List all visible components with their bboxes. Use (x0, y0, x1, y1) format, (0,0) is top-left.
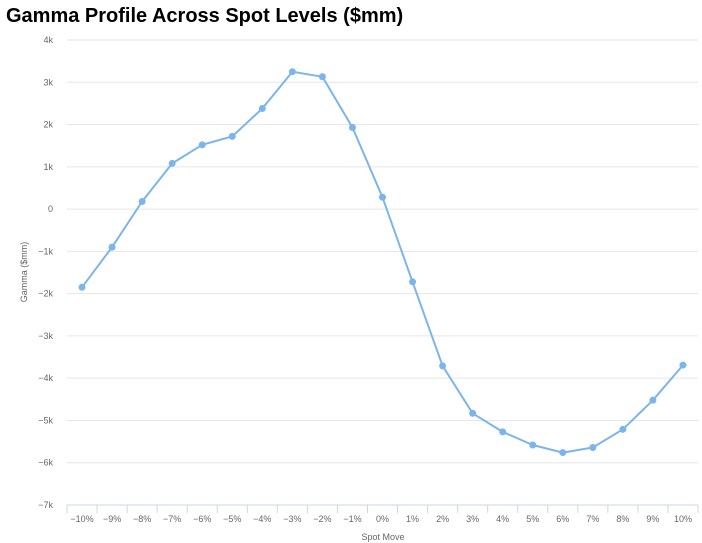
series-gamma (78, 68, 687, 457)
x-axis (66, 504, 699, 513)
x-tick-label: 2% (436, 514, 449, 524)
y-axis-title: Gamma ($mm) (19, 242, 29, 303)
x-tick-label: −5% (223, 514, 241, 524)
data-point (439, 362, 447, 370)
data-point (198, 141, 206, 149)
x-tick-label: −8% (133, 514, 151, 524)
chart-title: Gamma Profile Across Spot Levels ($mm) (6, 5, 404, 27)
data-point (78, 283, 86, 291)
x-tick-label: −9% (103, 514, 121, 524)
x-tick-label: 10% (674, 514, 692, 524)
y-tick-label: −5k (38, 415, 53, 425)
x-tick-label: −6% (193, 514, 211, 524)
x-tick-label: 0% (376, 514, 389, 524)
x-tick-label: 6% (556, 514, 569, 524)
x-tick-label: −4% (253, 514, 271, 524)
data-point (589, 444, 597, 452)
data-point (499, 428, 507, 436)
data-point (348, 124, 356, 132)
x-tick-label: 7% (586, 514, 599, 524)
data-point (469, 409, 477, 417)
data-point (138, 197, 146, 205)
x-tick-label: −7% (163, 514, 181, 524)
grid-lines (67, 39, 698, 506)
data-point (619, 425, 627, 433)
x-tick-label: −2% (313, 514, 331, 524)
y-tick-label: −4k (38, 373, 53, 383)
y-tick-label: 3k (43, 77, 53, 87)
y-tick-label: −6k (38, 458, 53, 468)
y-tick-label: 1k (43, 162, 53, 172)
data-point (258, 104, 266, 112)
data-point (649, 396, 657, 404)
data-point (529, 441, 537, 449)
data-point (679, 361, 687, 369)
data-point (288, 68, 296, 76)
x-tick-label: −1% (343, 514, 361, 524)
y-tick-label: −1k (38, 246, 53, 256)
y-tick-label: −7k (38, 500, 53, 510)
x-tick-label: −3% (283, 514, 301, 524)
data-point (559, 449, 567, 457)
x-axis-title: Spot Move (361, 532, 404, 542)
x-tick-label: 3% (466, 514, 479, 524)
y-tick-label: 4k (43, 35, 53, 45)
x-tick-label: −10% (70, 514, 93, 524)
x-axis-ticks: −10% −9% −8% −7% −6% −5% −4% −3% −2% −1% 0% 1% 2% 3% 4… (70, 514, 692, 524)
y-tick-label: 0 (48, 204, 53, 214)
x-tick-label: 4% (496, 514, 509, 524)
y-tick-label: −2k (38, 289, 53, 299)
data-point (108, 243, 116, 251)
y-tick-label: −3k (38, 331, 53, 341)
series-line (81, 70, 684, 454)
data-point (379, 193, 386, 201)
x-tick-label: 5% (526, 514, 539, 524)
y-axis-ticks: −7k −6k −5k −4k −3k −2k −1k 0 1k 2k 3k 4k (38, 35, 53, 510)
data-point (168, 159, 176, 167)
x-tick-label: 8% (616, 514, 629, 524)
data-point (318, 73, 326, 81)
x-tick-label: 1% (406, 514, 419, 524)
data-point (228, 132, 236, 140)
y-tick-label: 2k (43, 120, 53, 130)
data-point (409, 278, 417, 286)
x-tick-label: 9% (646, 514, 659, 524)
